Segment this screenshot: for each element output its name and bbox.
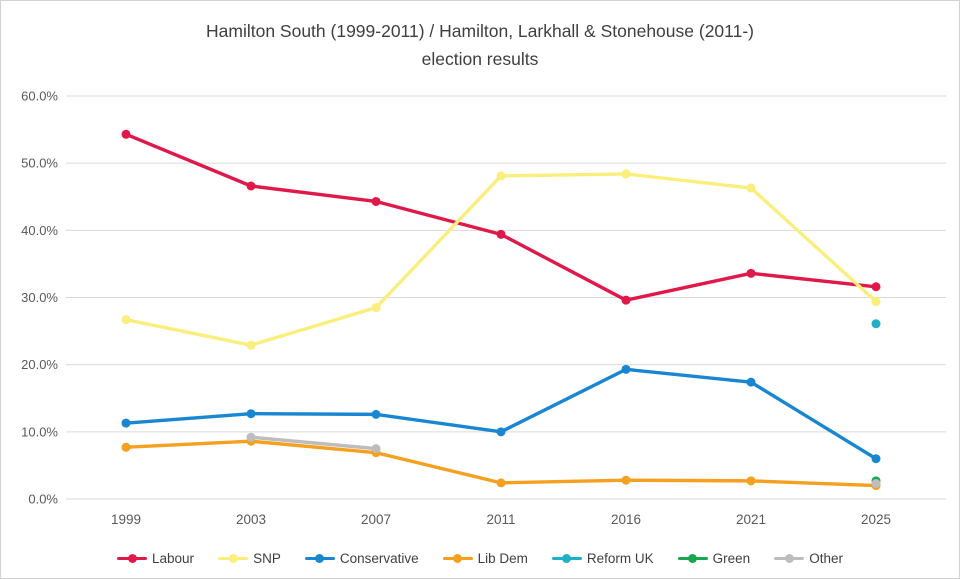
point-snp-2021 xyxy=(746,183,756,193)
legend-marker-icon-lib-dem xyxy=(442,554,473,564)
legend-label-conservative: Conservative xyxy=(339,551,419,566)
legend-marker-icon-snp xyxy=(218,554,249,564)
legend-label-lib-dem: Lib Dem xyxy=(477,551,528,566)
legend-item-reform-uk: Reform UK xyxy=(551,551,654,566)
legend-marker-icon-green xyxy=(677,554,708,564)
legend-marker-icon-conservative xyxy=(304,554,335,564)
x-axis-tick-2025: 2025 xyxy=(861,512,891,527)
legend-label-snp: SNP xyxy=(253,551,281,566)
legend-label-other: Other xyxy=(809,551,843,566)
y-axis-tick-60.0%: 60.0% xyxy=(21,89,58,104)
x-axis-tick-2016: 2016 xyxy=(611,512,641,527)
y-axis-tick-50.0%: 50.0% xyxy=(21,156,58,171)
x-axis-tick-2021: 2021 xyxy=(736,512,766,527)
point-lib-dem-2016 xyxy=(621,475,631,485)
y-axis-tick-0.0%: 0.0% xyxy=(28,492,58,507)
legend-item-conservative: Conservative xyxy=(304,551,419,566)
point-labour-2003 xyxy=(246,181,256,191)
legend-marker-icon-reform-uk xyxy=(551,554,582,564)
chart-title: Hamilton South (1999-2011) / Hamilton, L… xyxy=(1,17,959,73)
x-axis-tick-1999: 1999 xyxy=(111,512,141,527)
legend-item-labour: Labour xyxy=(117,551,194,566)
chart-title-line1: Hamilton South (1999-2011) / Hamilton, L… xyxy=(206,21,754,41)
point-snp-2007 xyxy=(371,303,381,313)
point-other-2025 xyxy=(871,479,881,489)
x-axis-tick-2003: 2003 xyxy=(236,512,266,527)
point-conservative-2003 xyxy=(246,409,256,419)
y-axis-tick-40.0%: 40.0% xyxy=(21,223,58,238)
x-axis-tick-2011: 2011 xyxy=(486,512,515,527)
point-reform-uk-2025 xyxy=(871,319,881,329)
point-labour-2025 xyxy=(871,282,881,292)
legend-label-green: Green xyxy=(712,551,751,566)
point-labour-2007 xyxy=(371,196,381,206)
point-lib-dem-2021 xyxy=(746,476,756,486)
y-axis-tick-10.0%: 10.0% xyxy=(21,424,58,439)
point-snp-2011 xyxy=(496,171,506,181)
point-other-2007 xyxy=(371,444,381,454)
y-axis-tick-30.0%: 30.0% xyxy=(21,290,58,305)
x-axis-tick-2007: 2007 xyxy=(361,512,391,527)
legend-marker-icon-labour xyxy=(117,554,148,564)
legend-item-green: Green xyxy=(677,551,751,566)
legend-item-lib-dem: Lib Dem xyxy=(442,551,528,566)
series-line-labour xyxy=(124,132,878,302)
point-conservative-1999 xyxy=(121,418,131,428)
point-conservative-2011 xyxy=(496,427,506,437)
legend-item-other: Other xyxy=(774,551,843,566)
legend-label-reform-uk: Reform UK xyxy=(586,551,654,566)
point-lib-dem-1999 xyxy=(121,442,131,452)
series-line-conservative xyxy=(124,367,878,461)
point-snp-2025 xyxy=(871,297,881,307)
point-lib-dem-2011 xyxy=(496,478,506,488)
point-labour-2016 xyxy=(621,295,631,305)
point-labour-2021 xyxy=(746,268,756,278)
y-axis-tick-20.0%: 20.0% xyxy=(21,357,58,372)
chart-legend: Labour SNP Conservative Lib Dem Reform UK Gre… xyxy=(1,551,959,566)
series-line-snp xyxy=(124,172,878,347)
legend-marker-icon-other xyxy=(774,554,805,564)
point-conservative-2007 xyxy=(371,409,381,419)
point-conservative-2016 xyxy=(621,364,631,374)
point-labour-1999 xyxy=(121,129,131,139)
series-line-other xyxy=(249,435,378,451)
point-snp-2016 xyxy=(621,169,631,179)
chart-title-line2: election results xyxy=(421,49,539,69)
point-snp-2003 xyxy=(246,340,256,350)
point-conservative-2021 xyxy=(746,377,756,387)
point-labour-2011 xyxy=(496,229,506,239)
point-other-2003 xyxy=(246,432,256,442)
legend-label-labour: Labour xyxy=(152,551,195,566)
point-snp-1999 xyxy=(121,315,131,325)
legend-item-snp: SNP xyxy=(218,551,281,566)
point-conservative-2025 xyxy=(871,454,881,464)
